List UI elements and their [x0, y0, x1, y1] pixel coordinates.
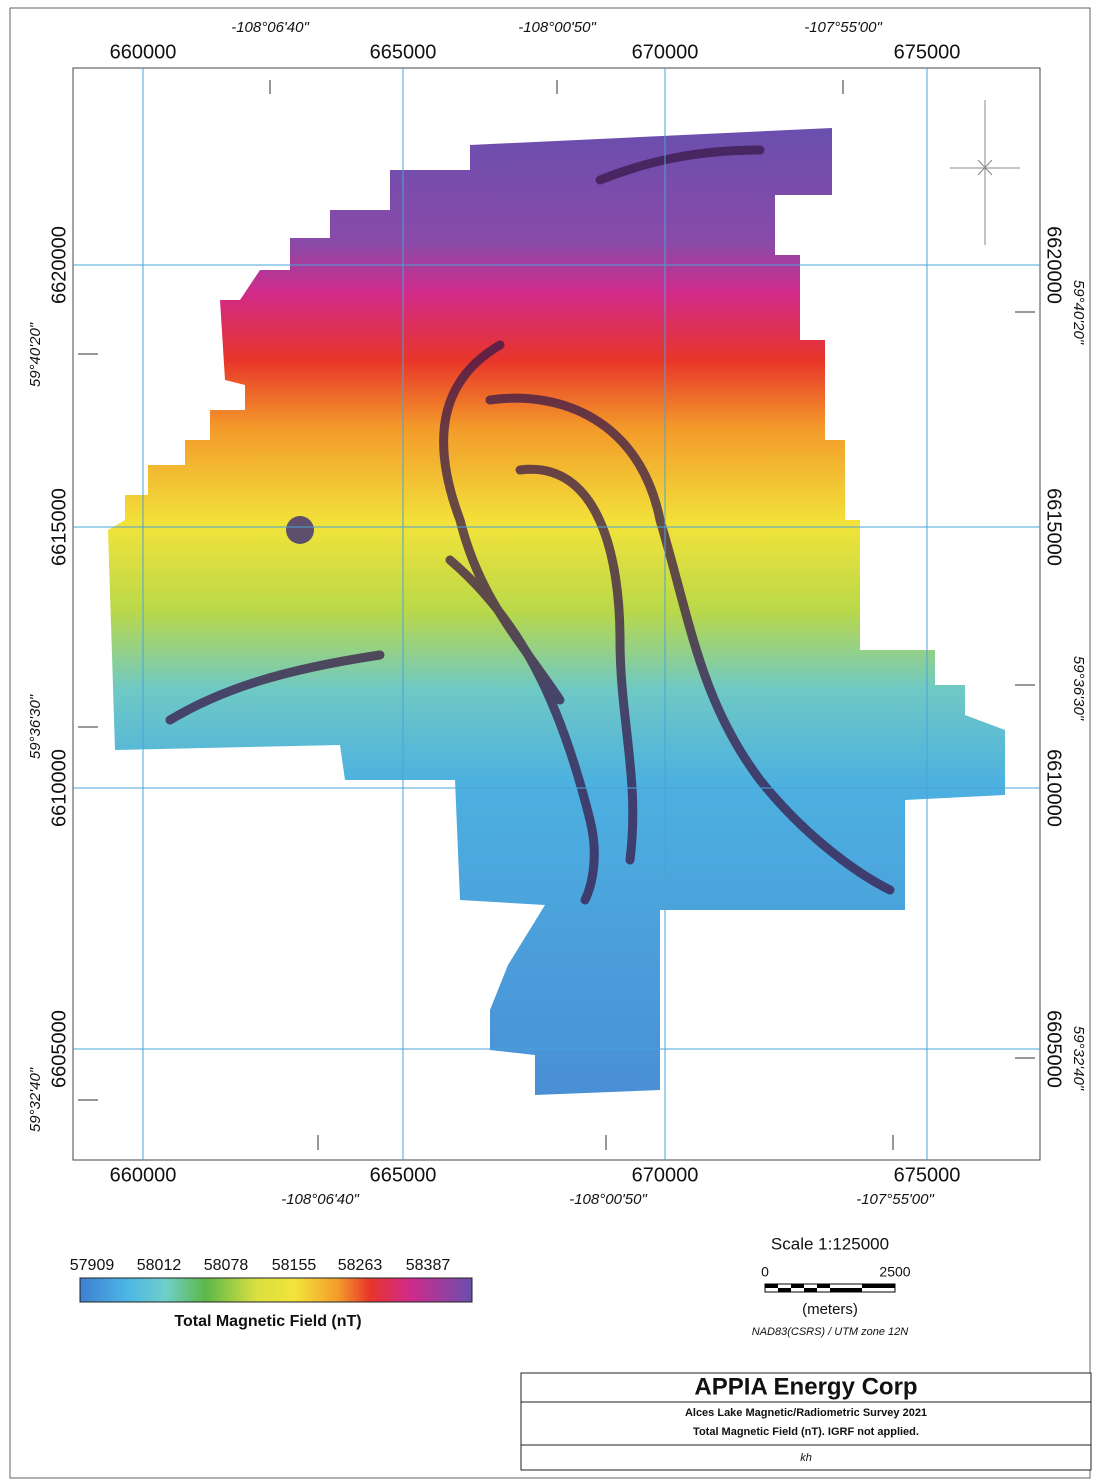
legend-value: 58387: [406, 1257, 451, 1274]
magnetic-field-map: [108, 128, 1005, 1095]
color-bar: [80, 1278, 472, 1302]
bottom-longitude: -108°06'40": [281, 1191, 359, 1208]
left-northing: 6605000: [48, 1010, 70, 1088]
legend-value: 57909: [70, 1257, 115, 1274]
bottom-easting: 660000: [110, 1164, 177, 1186]
scale-end: 2500: [879, 1264, 910, 1280]
legend-value: 58012: [137, 1257, 182, 1274]
right-latitude: 59°36'30": [1070, 656, 1087, 721]
left-latitude: 59°32'40": [27, 1067, 44, 1132]
bottom-easting: 665000: [370, 1164, 437, 1186]
bottom-easting: 670000: [632, 1164, 699, 1186]
top-easting: 665000: [370, 41, 437, 63]
bottom-longitude: -108°00'50": [569, 1191, 647, 1208]
top-longitude: -107°55'00": [804, 19, 882, 36]
right-northing: 6610000: [1043, 749, 1065, 827]
right-northing: 6605000: [1043, 1010, 1065, 1088]
legend-title: Total Magnetic Field (nT): [174, 1313, 361, 1330]
right-northing: 6620000: [1043, 226, 1065, 304]
company: APPIA Energy Corp: [694, 1373, 917, 1400]
description: Total Magnetic Field (nT). IGRF not appl…: [693, 1426, 919, 1438]
right-latitude: 59°32'40": [1070, 1026, 1087, 1091]
legend-value: 58078: [204, 1257, 249, 1274]
north-arrow: [950, 100, 1020, 245]
top-easting: 675000: [894, 41, 961, 63]
legend-value: 58263: [338, 1257, 383, 1274]
left-northing: 6615000: [48, 488, 70, 566]
right-latitude: 59°40'20": [1070, 280, 1087, 345]
top-easting: 670000: [632, 41, 699, 63]
left-latitude: 59°40'20": [27, 322, 44, 387]
survey: Alces Lake Magnetic/Radiometric Survey 2…: [685, 1407, 927, 1419]
left-northing: 6620000: [48, 226, 70, 304]
initials: kh: [800, 1452, 812, 1464]
bottom-longitude: -107°55'00": [856, 1191, 934, 1208]
scale-unit: (meters): [802, 1301, 858, 1318]
left-northing: 6610000: [48, 749, 70, 827]
map-sheet: -108°06'40" -108°00'50" -107°55'00" 6600…: [0, 0, 1093, 1483]
top-longitude: -108°06'40": [231, 19, 309, 36]
scale: Scale 1:125000 0 2500 (meters) NAD83(CSR…: [752, 1234, 911, 1337]
scale-title: Scale 1:125000: [771, 1234, 889, 1253]
projection: NAD83(CSRS) / UTM zone 12N: [752, 1326, 909, 1338]
top-easting: 660000: [110, 41, 177, 63]
top-longitude: -108°00'50": [518, 19, 596, 36]
left-latitude: 59°36'30": [27, 694, 44, 759]
legend: 57909 58012 58078 58155 58263 58387 Tota…: [70, 1257, 472, 1330]
right-northing: 6615000: [1043, 488, 1065, 566]
scale-start: 0: [761, 1264, 769, 1280]
title-block: APPIA Energy Corp Alces Lake Magnetic/Ra…: [521, 1373, 1091, 1470]
legend-value: 58155: [272, 1257, 317, 1274]
bottom-easting: 675000: [894, 1164, 961, 1186]
